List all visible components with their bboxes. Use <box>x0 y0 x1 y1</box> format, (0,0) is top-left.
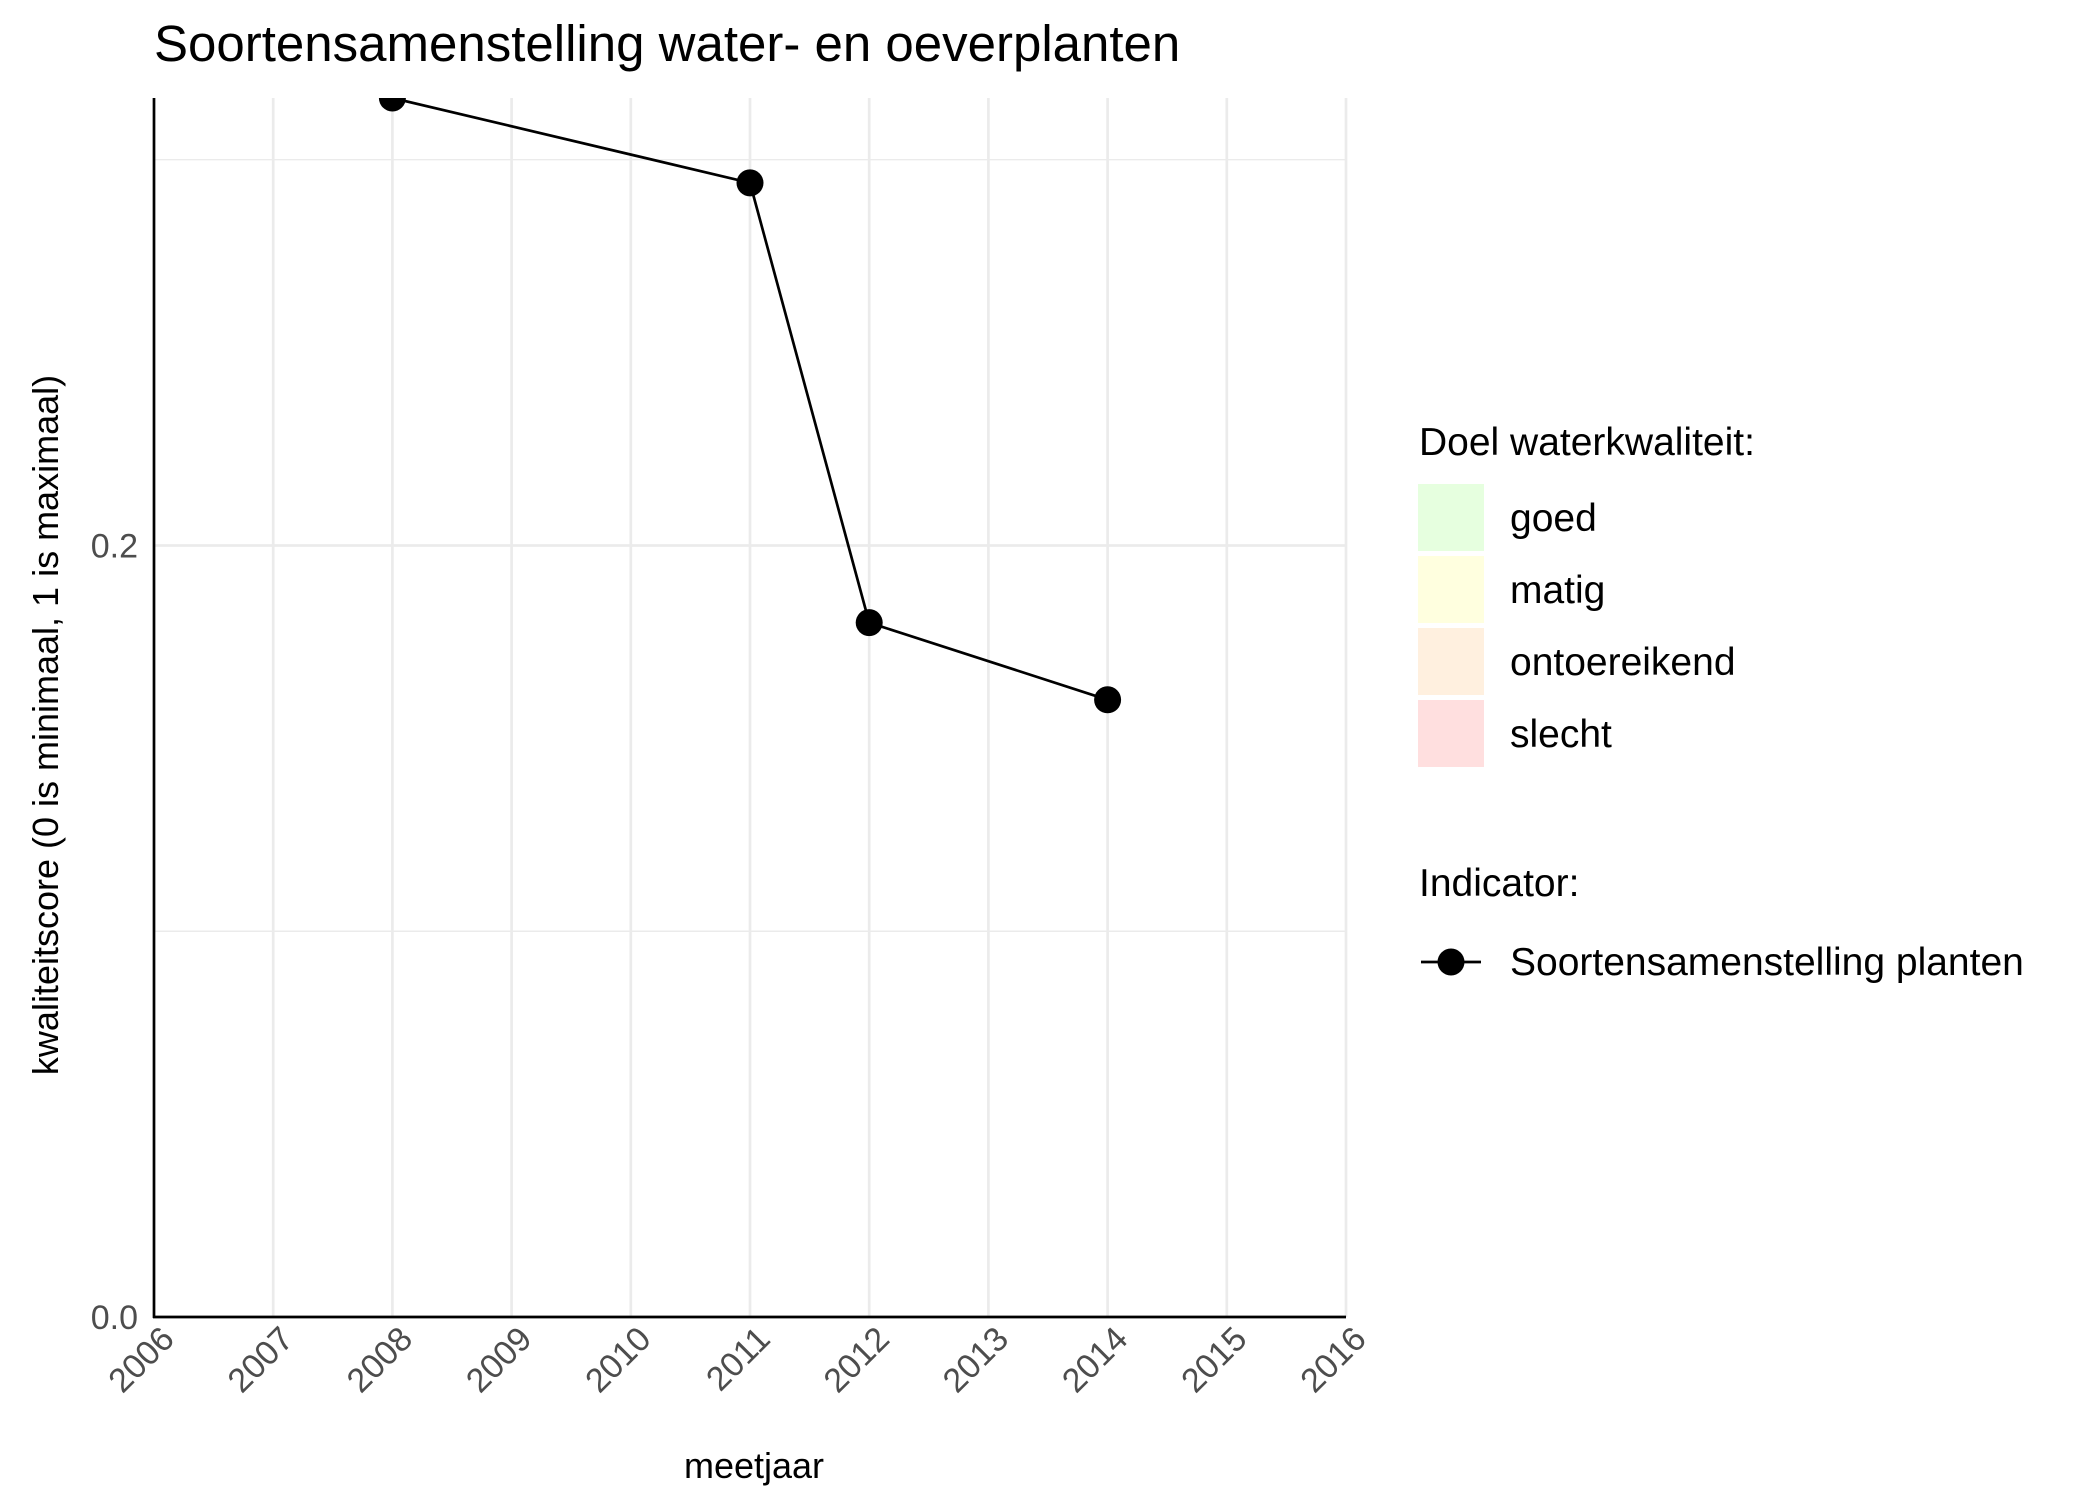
series-line <box>392 98 1109 702</box>
x-tick-label: 2008 <box>340 1320 420 1400</box>
chart-title: Soortensamenstelling water- en oeverplan… <box>154 15 1180 72</box>
legend-indicator-point <box>1437 948 1465 976</box>
legend: Doel waterkwaliteit: goed matig ontoereike… <box>1418 421 2024 984</box>
legend-fill-label: goed <box>1510 497 1597 540</box>
y-tick-label: 0.0 <box>91 1299 138 1337</box>
axes <box>152 98 1346 1319</box>
legend-indicator-title: Indicator: <box>1419 862 1579 905</box>
x-axis-title: meetjaar <box>684 1445 824 1486</box>
x-tick-label: 2009 <box>459 1320 539 1400</box>
data-point <box>1094 686 1122 714</box>
legend-fill-swatch <box>1418 700 1484 767</box>
legend-fill-swatch <box>1418 628 1484 695</box>
data-point <box>378 98 406 112</box>
x-tick-label: 2013 <box>936 1320 1016 1400</box>
series-layer <box>378 98 1122 714</box>
x-tick-label: 2010 <box>578 1320 658 1400</box>
data-point <box>855 609 883 637</box>
legend-fill-swatch <box>1418 556 1484 623</box>
legend-fill-title: Doel waterkwaliteit: <box>1419 421 1755 464</box>
legend-fill-label: matig <box>1510 569 1605 612</box>
x-tick-label: 2015 <box>1174 1320 1254 1400</box>
legend-indicator-label: Soortensamenstelling planten <box>1510 941 2024 984</box>
x-tick-label: 2016 <box>1293 1320 1373 1400</box>
series-group <box>378 98 1122 714</box>
y-axis-title: kwaliteitscore (0 is minimaal, 1 is maxi… <box>25 375 66 1075</box>
x-tick-label: 2012 <box>817 1320 897 1400</box>
grid <box>152 98 1348 1319</box>
x-tick-label: 2014 <box>1055 1320 1135 1400</box>
data-point <box>736 169 764 197</box>
legend-fill-label: slecht <box>1510 713 1612 756</box>
legend-fill-label: ontoereikend <box>1510 641 1736 684</box>
x-tick-label: 2011 <box>699 1320 778 1399</box>
y-tick-label: 0.2 <box>91 527 138 565</box>
legend-fill-swatch <box>1418 484 1484 551</box>
x-tick-label: 2007 <box>221 1320 301 1400</box>
